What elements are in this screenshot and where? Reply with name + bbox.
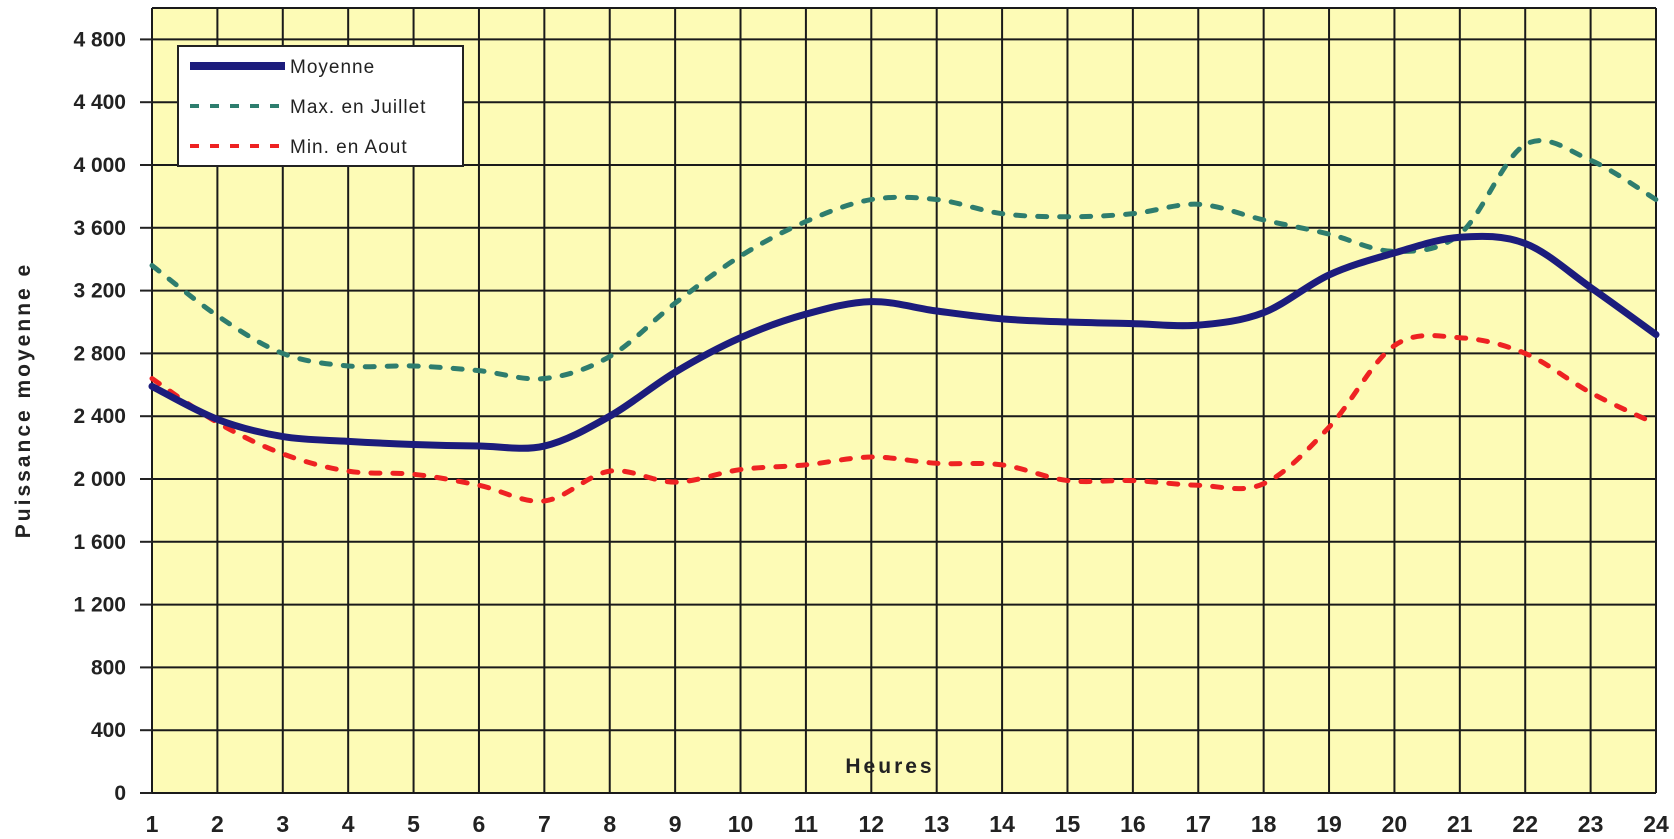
y-tick-label: 4 800	[73, 28, 126, 51]
series-line-moyenne	[148, 232, 1660, 452]
x-tick-label: 6	[473, 811, 486, 837]
x-tick-label: 23	[1578, 811, 1604, 837]
x-tick-label: 5	[407, 811, 420, 837]
x-tick-label: 11	[794, 811, 819, 837]
y-tick-label: 800	[91, 656, 126, 679]
x-tick-label: 10	[728, 811, 754, 837]
x-axis-ticks: 1 2 3 4 5 6 7 8 9 10 11 12 13 14 15 16 17 18 19 20 21 22 23 24	[146, 811, 1669, 837]
y-axis-label: Puissance moyenne e	[12, 262, 35, 538]
x-tick-label: 7	[538, 811, 551, 837]
y-tick-label: 1 200	[73, 594, 126, 617]
x-tick-label: 15	[1055, 811, 1081, 837]
x-tick-label: 9	[669, 811, 682, 837]
x-tick-label: 8	[603, 811, 616, 837]
x-tick-label: 3	[276, 811, 289, 837]
x-tick-label: 17	[1185, 811, 1211, 837]
legend: Moyenne Max. en Juillet Min. en Aout	[177, 45, 464, 167]
legend-label-max-en-juillet: Max. en Juillet	[290, 97, 426, 118]
series-line-min-en-aout	[149, 333, 1659, 504]
legend-label-min-en-aout: Min. en Aout	[290, 137, 408, 158]
x-axis-label: Heures	[845, 755, 934, 778]
y-tick-label: 3 600	[73, 217, 126, 240]
y-tick-label: 1 600	[73, 531, 126, 554]
x-tick-label: 19	[1316, 811, 1342, 837]
x-tick-label: 4	[342, 811, 355, 837]
y-tick-label: 400	[91, 719, 126, 742]
x-tick-label: 2	[211, 811, 224, 837]
y-tick-label: 4 400	[73, 91, 126, 114]
x-tick-label: 20	[1382, 811, 1408, 837]
x-tick-label: 12	[859, 811, 885, 837]
x-tick-label: 21	[1447, 811, 1473, 837]
x-tick-label: 16	[1120, 811, 1146, 837]
y-tick-label: 4 000	[73, 154, 126, 177]
x-tick-label: 18	[1251, 811, 1277, 837]
x-tick-label: 13	[924, 811, 950, 837]
y-tick-label: 2 000	[73, 468, 126, 491]
x-tick-label: 1	[146, 811, 159, 837]
y-tick-label: 3 200	[73, 280, 126, 303]
x-tick-label: 24	[1643, 811, 1669, 837]
series-lines	[148, 138, 1660, 504]
x-tick-label: 22	[1512, 811, 1538, 837]
y-tick-label: 2 800	[73, 342, 126, 365]
x-tick-label: 14	[989, 811, 1015, 837]
y-tick-label: 2 400	[73, 405, 126, 428]
legend-label-moyenne: Moyenne	[290, 57, 375, 78]
y-tick-label: 0	[114, 782, 126, 805]
y-axis-ticks: 0 400 800 1 200 1 600 2 000 2 400 2 800 3 200 3 6…	[73, 28, 152, 805]
